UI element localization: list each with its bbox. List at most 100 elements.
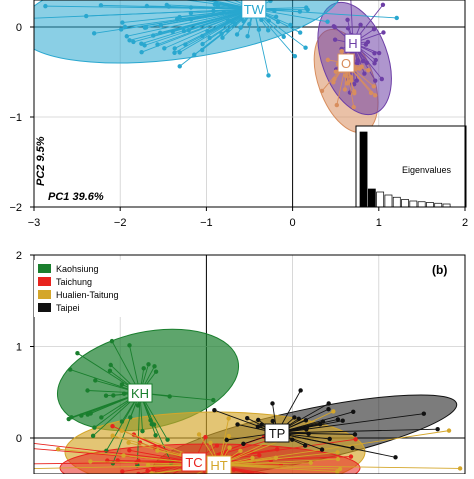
point-tc	[0, 444, 2, 448]
point-ht	[146, 463, 150, 467]
point-tp	[212, 408, 216, 412]
point-tc	[257, 453, 261, 457]
legend-swatch	[38, 264, 51, 273]
eigenvalue-inset-title: Eigenvalues	[402, 165, 452, 175]
point-tp	[271, 419, 275, 423]
point-tc	[127, 448, 131, 452]
point-tp	[351, 410, 355, 414]
point-o	[346, 80, 350, 84]
eigenvalue-bar	[410, 201, 417, 207]
point-tp	[341, 419, 345, 423]
panel-a-x-tick-label: −2	[114, 217, 127, 229]
point-tw	[200, 42, 204, 46]
point-h	[356, 58, 360, 62]
point-o	[335, 103, 339, 107]
point-tp	[336, 417, 340, 421]
point-kh	[167, 394, 171, 398]
point-tw	[162, 46, 166, 50]
point-h	[362, 71, 366, 75]
point-o	[372, 84, 376, 88]
group-label-h: H	[348, 36, 357, 51]
point-tp	[305, 426, 309, 430]
eigenvalue-bar	[385, 195, 392, 207]
point-tw	[257, 27, 261, 31]
point-tp	[326, 407, 330, 411]
panel-a-y-tick-label: −2	[9, 202, 22, 214]
point-kh	[88, 411, 92, 415]
point-ht	[331, 409, 335, 413]
point-tw	[177, 50, 181, 54]
point-tp	[320, 447, 324, 451]
point-h	[372, 61, 376, 65]
point-h	[381, 3, 385, 7]
point-tw	[173, 46, 177, 50]
point-tw	[123, 25, 127, 29]
panel-b-y-tick-label: 1	[16, 342, 22, 354]
point-kh	[93, 378, 97, 382]
point-kh	[91, 434, 95, 438]
panel-b-ticks: 012	[16, 250, 34, 445]
point-tp	[292, 415, 296, 419]
panel-a-x-tick-label: −3	[28, 217, 41, 229]
group-label-o: O	[341, 56, 351, 71]
point-tw	[220, 36, 224, 40]
point-ht	[335, 450, 339, 454]
point-kh	[92, 425, 96, 429]
panel-b-y-tick-label: 2	[16, 250, 22, 262]
point-h	[373, 78, 377, 82]
panel-a-x-tick-label: 1	[376, 217, 382, 229]
point-kh	[152, 364, 156, 368]
eigenvalue-inset: Eigenvalues	[356, 126, 466, 207]
point-tc	[151, 467, 155, 471]
point-tw	[177, 15, 181, 19]
point-tw	[187, 28, 191, 32]
point-ht	[309, 461, 313, 465]
point-ht	[238, 449, 242, 453]
point-tw	[298, 30, 302, 34]
eigenvalue-bar	[435, 203, 442, 207]
point-tw	[182, 29, 186, 33]
point-kh	[211, 398, 215, 402]
point-ht	[458, 466, 462, 470]
point-tw	[84, 14, 88, 18]
legend-swatch	[38, 303, 51, 312]
point-h	[355, 78, 359, 82]
legend-swatch	[38, 290, 51, 299]
legend-swatch	[38, 277, 51, 286]
point-kh	[99, 415, 103, 419]
point-tc	[215, 443, 219, 447]
point-kh	[150, 422, 154, 426]
point-ht	[110, 434, 114, 438]
point-tw	[99, 3, 103, 7]
point-tw	[92, 31, 96, 35]
point-tc	[120, 469, 124, 473]
point-tw	[233, 22, 237, 26]
legend-label: Kaohsiung	[56, 264, 99, 274]
point-h	[377, 51, 381, 55]
point-o	[339, 49, 343, 53]
point-h	[372, 51, 376, 55]
point-ht	[250, 456, 254, 460]
point-o	[343, 87, 347, 91]
point-o	[352, 105, 356, 109]
group-label-kh: KH	[131, 386, 149, 401]
point-tp	[303, 443, 307, 447]
point-tw	[395, 16, 399, 20]
eigenvalue-bar	[393, 197, 400, 207]
point-tw	[235, 32, 239, 36]
point-kh	[136, 403, 140, 407]
point-tc	[12, 462, 16, 466]
legend-label: Taipei	[56, 303, 80, 313]
point-tw	[272, 9, 276, 13]
point-tw	[120, 20, 124, 24]
point-ht	[227, 445, 231, 449]
point-tw	[293, 54, 297, 58]
point-tc	[353, 437, 357, 441]
panel-a-x-tick-label: −1	[200, 217, 213, 229]
point-kh	[109, 363, 113, 367]
point-tw	[303, 45, 307, 49]
point-tp	[435, 427, 439, 431]
point-tw	[131, 40, 135, 44]
point-o	[352, 89, 356, 93]
